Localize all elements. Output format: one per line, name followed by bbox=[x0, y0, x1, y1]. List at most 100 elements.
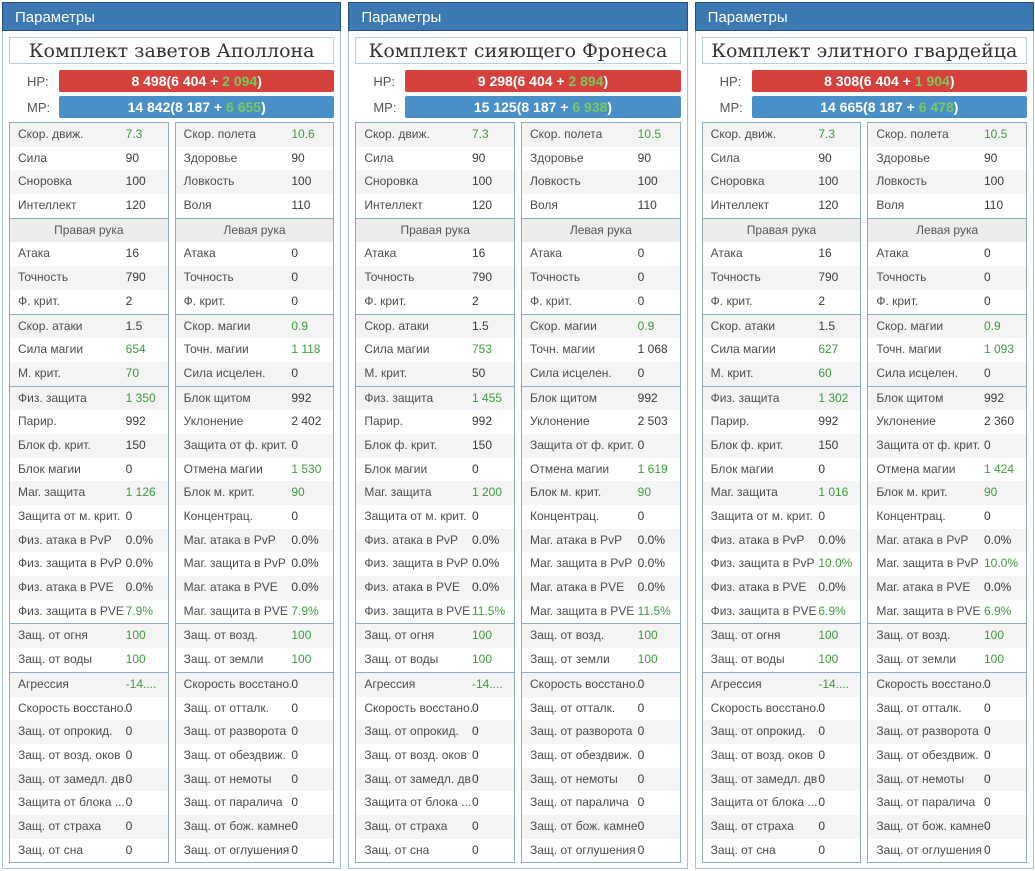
stat-row: Маг. защита 1 200 bbox=[356, 481, 514, 505]
stat-row: Защ. от разворота 0 bbox=[868, 720, 1026, 744]
stat-row: Блок щитом 992 bbox=[522, 386, 680, 411]
stat-value: 11.5% bbox=[472, 603, 506, 618]
stat-value: 0.0% bbox=[291, 580, 319, 595]
stat-row: Физ. атака в PvP 0.0% bbox=[10, 528, 168, 553]
stat-row: Воля 110 bbox=[868, 194, 1026, 218]
stat-value: 0 bbox=[984, 509, 991, 523]
stat-value: 0 bbox=[291, 771, 299, 786]
stat-row: Скор. атаки 1.5 bbox=[356, 314, 514, 339]
stat-value: 100 bbox=[818, 628, 839, 643]
stat-value: 2 402 bbox=[291, 414, 322, 429]
stat-label: Сила bbox=[364, 150, 394, 165]
stat-value: 50 bbox=[472, 365, 486, 380]
stat-row: Защ. от обездвиж. 0 bbox=[175, 743, 334, 768]
panel-header: Параметры bbox=[694, 2, 1034, 31]
stat-value: 0 bbox=[125, 747, 133, 762]
stat-value: 0 bbox=[637, 700, 645, 715]
stat-row: Блок щитом 992 bbox=[175, 386, 334, 411]
stat-value: 0 bbox=[125, 509, 133, 523]
stat-row: Маг. атака в PvP 0.0% bbox=[868, 528, 1026, 553]
stat-label: Точн. магии bbox=[530, 342, 596, 357]
stat-row: Защ. от паралича 0 bbox=[175, 791, 334, 815]
stat-value: 2 bbox=[818, 293, 826, 308]
stats-section: Физ. защита 1 350 Парир. 992 Блок ф. крит. 15… bbox=[9, 385, 169, 625]
stat-value: 0 bbox=[984, 270, 991, 285]
stat-label: Воля bbox=[530, 198, 558, 213]
stat-label: Защ. от отталк. bbox=[183, 700, 269, 715]
stats-column-right: Скор. полета 10.5 Здоровье 90 Ловкость 100 Вол… bbox=[521, 122, 681, 864]
stat-value: 0 bbox=[818, 747, 826, 762]
stat-label: Точность bbox=[710, 270, 761, 285]
stats-column-left: Скор. движ. 7.3 Сила 90 Сноровка 100 Интеллект… bbox=[9, 122, 169, 864]
stat-row: Сноровка 100 bbox=[702, 170, 861, 195]
stat-label: Защ. от земли bbox=[183, 652, 264, 667]
stat-row: Физ. атака в PvP 0.0% bbox=[356, 528, 514, 553]
stat-value: 1 530 bbox=[291, 461, 322, 476]
stat-row: Защита от блока ... 0 bbox=[356, 791, 514, 815]
stat-value: 90 bbox=[818, 150, 832, 165]
stat-row: Интеллект 120 bbox=[356, 194, 514, 218]
stat-label: Скорость восстано... bbox=[18, 700, 126, 715]
stat-value: 992 bbox=[472, 414, 493, 429]
stat-value: 0 bbox=[291, 365, 299, 380]
stat-row: Сила 90 bbox=[356, 146, 514, 171]
stat-label: Защ. от возд. bbox=[876, 628, 951, 643]
mp-label: MP: bbox=[373, 99, 397, 115]
hp-bar: 9 298(6 404 + 2 894) bbox=[405, 70, 681, 92]
stat-value: 100 bbox=[984, 174, 1005, 189]
stat-row: Защ. от замедл. дв... 0 bbox=[356, 767, 514, 792]
stat-row: Защ. от оглушения 0 bbox=[175, 838, 334, 863]
stat-row: Ф. крит. 0 bbox=[175, 289, 334, 314]
stat-label: Скорость восстано... bbox=[364, 700, 472, 715]
stats-section: Скорость восстано... 0 Защ. от отталк. 0 Защ… bbox=[867, 671, 1027, 864]
stat-label: Защ. от опрокид. bbox=[710, 724, 806, 739]
stat-row: Маг. атака в PvP 0.0% bbox=[522, 528, 680, 553]
stat-value: 10.5 bbox=[984, 127, 1008, 141]
stat-row: Защ. от немоты 0 bbox=[522, 767, 680, 792]
stat-row: Защ. от паралича 0 bbox=[522, 791, 680, 815]
stat-value: 0.0% bbox=[472, 580, 500, 595]
stat-value: 0 bbox=[291, 747, 299, 762]
stat-value: 790 bbox=[125, 270, 146, 285]
stat-row: Отмена магии 1 424 bbox=[868, 457, 1026, 482]
stat-row: Защ. от оглушения 0 bbox=[868, 838, 1026, 863]
stat-label: Физ. защита bbox=[710, 390, 780, 405]
stats-section: Скор. магии 0.9 Точн. магии 1 068 Сила исцел… bbox=[521, 313, 681, 387]
stat-value: 150 bbox=[818, 437, 839, 452]
stat-value: 90 bbox=[291, 485, 305, 500]
stat-value: 0 bbox=[291, 293, 299, 308]
stat-label: Сила магии bbox=[364, 342, 430, 357]
stat-value: 0.0% bbox=[637, 580, 666, 595]
stat-label: Защ. от земли bbox=[876, 652, 957, 667]
stat-value: 0 bbox=[472, 700, 479, 715]
stat-value: 1.5 bbox=[125, 318, 143, 333]
hp-bonus-value: 2 894 bbox=[568, 73, 604, 89]
stat-label: Защита от м. крит. bbox=[364, 509, 467, 523]
stat-value: 7.3 bbox=[472, 127, 489, 141]
stat-row: Защ. от воды 100 bbox=[702, 648, 861, 672]
stat-label: Блок ф. крит. bbox=[710, 437, 784, 452]
stat-label: Защ. от земли bbox=[530, 652, 610, 667]
stat-label: Защ. от возд. оков bbox=[18, 747, 121, 762]
stat-row: Скорость восстано... 0 bbox=[356, 696, 514, 721]
hp-label: HP: bbox=[27, 73, 49, 89]
stats-section: Блок щитом 992 Уклонение 2 503 Защита от ф. … bbox=[521, 385, 681, 625]
stat-value: 6.9% bbox=[984, 603, 1012, 618]
stat-row: Защ. от разворота 0 bbox=[522, 720, 680, 744]
hp-label: HP: bbox=[719, 73, 742, 89]
stats-section: Скор. полета 10.5 Здоровье 90 Ловкость 100 Вол… bbox=[867, 122, 1027, 219]
stat-value: 1 068 bbox=[637, 342, 668, 357]
stats-section: Защ. от возд. 100 Защ. от земли 100 bbox=[174, 623, 335, 673]
stat-label: Защ. от паралича bbox=[876, 795, 976, 810]
stat-label: Маг. защита в PVE bbox=[183, 603, 288, 618]
stat-row: Атака 16 bbox=[702, 242, 861, 267]
stat-value: 110 bbox=[291, 198, 311, 213]
stat-value: 2 bbox=[472, 293, 479, 308]
stat-row: Маг. защита в PvP 0.0% bbox=[522, 552, 680, 577]
stat-value: 992 bbox=[125, 414, 146, 429]
stat-label: Точн. магии bbox=[876, 342, 942, 357]
stat-value: 6.9% bbox=[818, 603, 846, 618]
stat-label: Защ. от воды bbox=[18, 652, 92, 667]
stat-label: М. крит. bbox=[710, 365, 754, 380]
stat-row: Точность 790 bbox=[356, 266, 514, 290]
